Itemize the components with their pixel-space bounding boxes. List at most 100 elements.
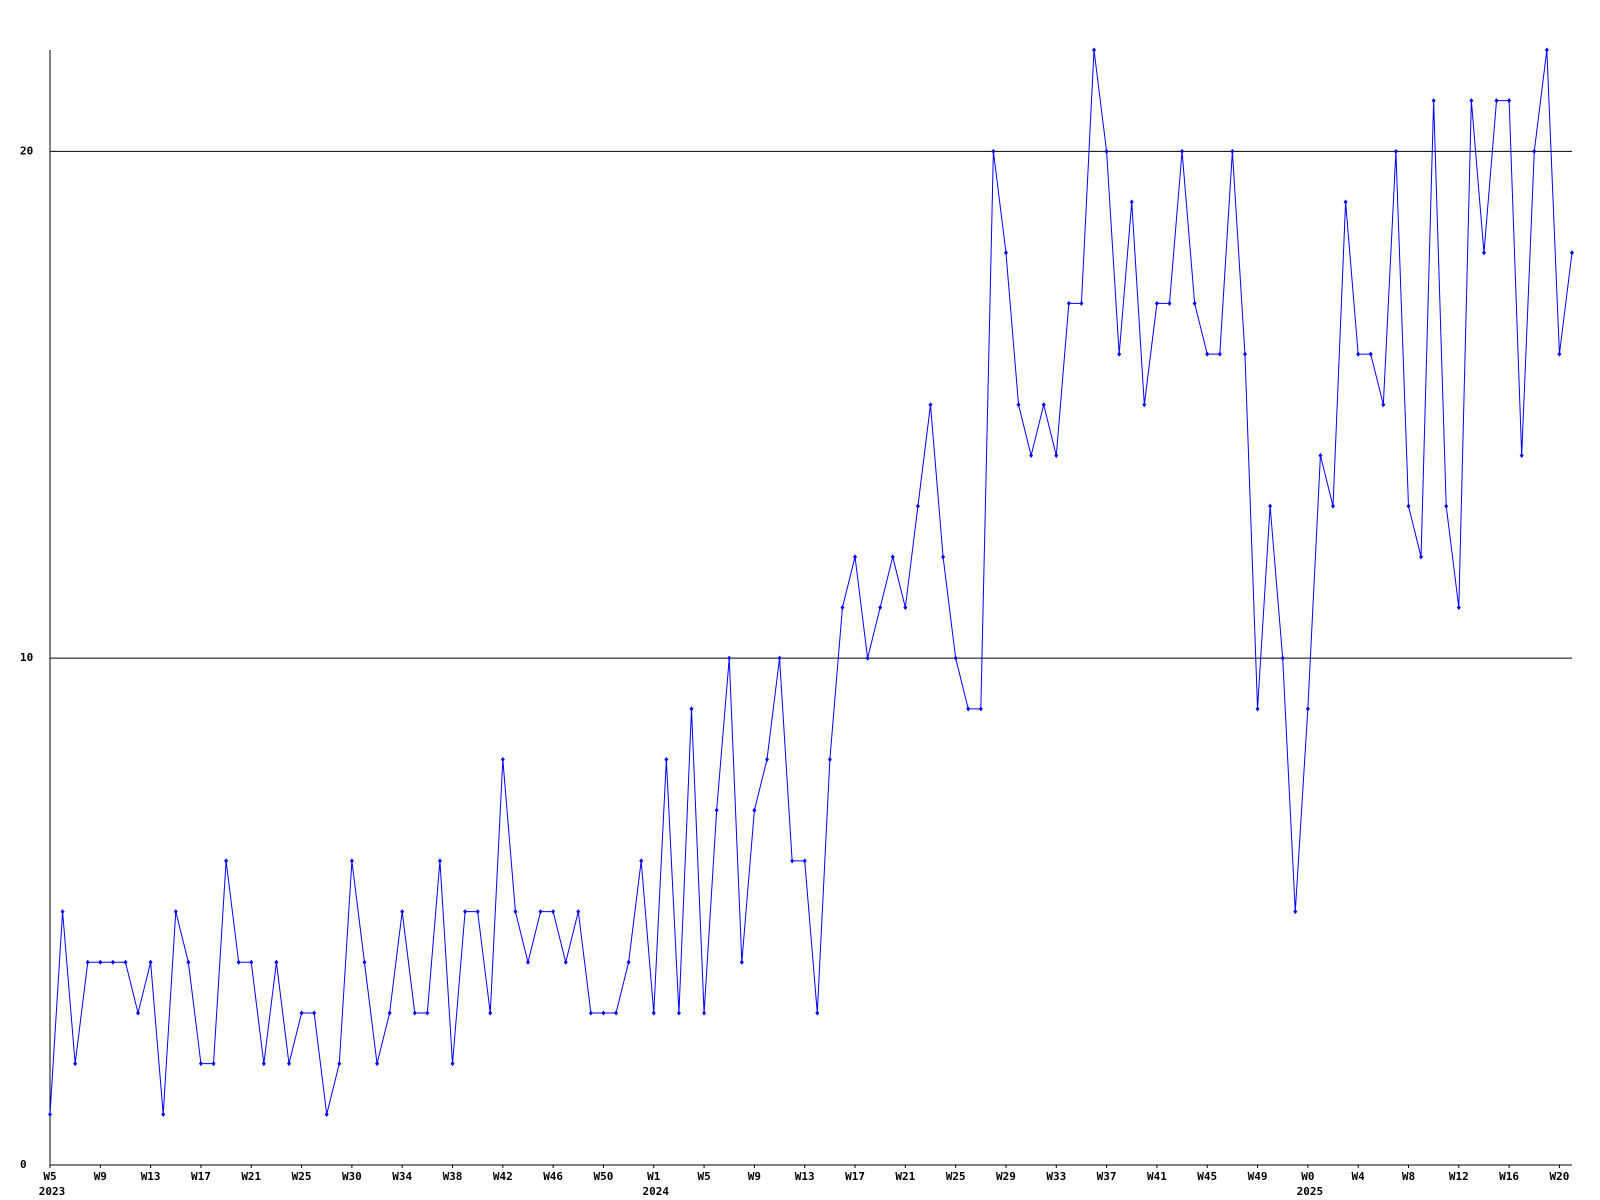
data-point <box>1192 300 1197 306</box>
y-tick-label: 0 <box>20 1158 27 1171</box>
x-tick-label: W17 <box>845 1170 865 1183</box>
data-point <box>362 959 367 965</box>
data-point <box>576 909 581 915</box>
data-point <box>1280 655 1285 661</box>
data-point <box>1570 250 1574 256</box>
x-tick-label: W5 <box>43 1170 56 1183</box>
data-point <box>1343 199 1348 205</box>
data-point <box>1029 452 1034 458</box>
data-point <box>840 605 845 610</box>
data-point <box>1507 98 1512 104</box>
data-point <box>1481 250 1486 256</box>
x-tick-label: W46 <box>543 1170 563 1183</box>
y-tick-label: 20 <box>20 144 33 157</box>
x-tick-label: W9 <box>748 1170 761 1183</box>
data-point <box>211 1061 216 1067</box>
x-tick-label: W45 <box>1197 1170 1217 1183</box>
data-point <box>614 1010 619 1016</box>
data-point <box>1104 148 1109 154</box>
x-tick-label: W9 <box>94 1170 107 1183</box>
x-tick-label: W13 <box>795 1170 815 1183</box>
data-point <box>73 1061 78 1067</box>
data-point <box>349 858 354 864</box>
data-point <box>475 909 480 915</box>
data-point <box>978 706 983 712</box>
data-point <box>853 554 858 560</box>
data-point <box>274 959 279 965</box>
x-tick-label: W34 <box>392 1170 412 1183</box>
data-point <box>1431 98 1436 104</box>
data-point <box>400 909 405 915</box>
x-tick-label: W25 <box>946 1170 966 1183</box>
data-point <box>739 959 744 965</box>
data-point <box>928 402 933 408</box>
data-point <box>1419 554 1424 560</box>
x-tick-label: W4 <box>1352 1170 1366 1183</box>
data-point <box>337 1061 342 1067</box>
data-point <box>513 909 518 915</box>
x-tick-label: W41 <box>1147 1170 1167 1183</box>
data-point <box>1557 351 1562 357</box>
data-point <box>764 757 769 763</box>
data-point <box>1117 351 1122 357</box>
data-point <box>1255 706 1260 712</box>
data-point <box>538 909 543 915</box>
data-point <box>966 706 971 712</box>
data-point <box>450 1061 455 1067</box>
data-point <box>802 858 807 864</box>
data-point <box>1180 148 1185 154</box>
data-point <box>563 959 568 965</box>
data-point <box>727 655 732 661</box>
data-point <box>651 1010 656 1016</box>
data-point <box>425 1010 430 1016</box>
data-point <box>525 959 530 965</box>
data-point <box>286 1061 291 1067</box>
data-point <box>1242 351 1247 357</box>
data-point <box>1054 452 1059 458</box>
data-point <box>1092 47 1097 53</box>
data-point <box>790 858 795 864</box>
data-point <box>1293 909 1298 915</box>
x-tick-label: W29 <box>996 1170 1016 1183</box>
data-point <box>488 1010 493 1016</box>
data-point <box>1456 605 1461 610</box>
data-point <box>626 959 631 965</box>
data-point <box>689 706 694 712</box>
data-point <box>676 1010 681 1016</box>
x-year-label: 2023 <box>39 1185 66 1198</box>
x-year-label: 2024 <box>643 1185 670 1198</box>
data-point <box>463 909 468 915</box>
data-point <box>48 1111 52 1117</box>
data-point <box>224 858 229 864</box>
data-point <box>752 807 757 813</box>
data-point <box>664 757 669 763</box>
data-point <box>236 959 241 965</box>
data-point <box>815 1010 820 1016</box>
x-tick-label: W33 <box>1046 1170 1066 1183</box>
data-point <box>551 909 556 915</box>
data-point <box>714 807 719 813</box>
data-point <box>915 503 920 509</box>
data-point <box>412 1010 417 1016</box>
data-point <box>173 909 178 915</box>
data-point <box>1230 148 1235 154</box>
x-tick-label: W5 <box>697 1170 710 1183</box>
data-point <box>98 959 103 965</box>
data-point <box>161 1111 166 1117</box>
data-point <box>777 655 782 661</box>
data-point <box>1305 706 1310 712</box>
x-tick-label: W50 <box>594 1170 614 1183</box>
data-point <box>324 1111 329 1117</box>
data-point <box>1142 402 1147 408</box>
data-point <box>249 959 254 965</box>
data-point <box>387 1010 392 1016</box>
data-point <box>890 554 895 560</box>
data-point <box>1368 351 1373 357</box>
data-point <box>1129 199 1134 205</box>
data-point <box>1154 300 1159 306</box>
data-point <box>878 605 883 610</box>
data-point <box>1079 300 1084 306</box>
data-point <box>299 1010 304 1016</box>
